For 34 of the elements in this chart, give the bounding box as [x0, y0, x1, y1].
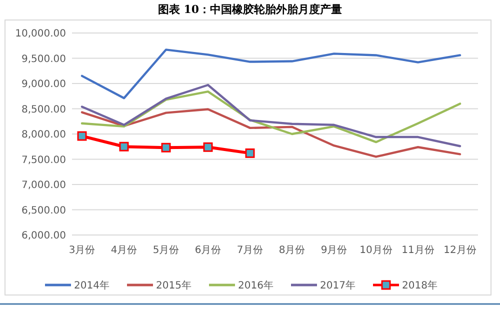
x-tick-label: 7月份	[236, 245, 264, 256]
y-tick-label: 8,000.00	[21, 130, 66, 140]
x-tick-label: 4月份	[110, 245, 138, 256]
x-tick-label: 8月份	[278, 245, 306, 256]
chart-title: 图表 10：中国橡胶轮胎外胎月度产量	[158, 3, 342, 16]
line-series	[80, 90, 462, 144]
point	[119, 142, 129, 152]
x-tick-label: 9月份	[320, 245, 348, 256]
point	[203, 142, 213, 152]
y-tick-label: 7,000.00	[21, 180, 66, 191]
y-tick-label: 6,500.00	[21, 205, 66, 216]
x-tick-label: 12月份	[444, 245, 476, 256]
y-tick-label: 6,000.00	[21, 230, 66, 242]
point	[161, 142, 171, 152]
x-tick-label: 10月份	[360, 245, 392, 256]
line-series	[80, 48, 462, 100]
legend-label: 2016年	[238, 280, 274, 292]
x-tick-label: 6月份	[194, 245, 222, 256]
x-tick-label: 11月份	[402, 245, 434, 256]
legend-label: 2015年	[156, 280, 192, 292]
legend-label: 2018年	[402, 280, 438, 292]
point	[245, 148, 255, 158]
x-tick-label: 5月份	[152, 245, 180, 256]
y-tick-label: 9,000.00	[21, 79, 66, 90]
y-tick-label: 10,000.00	[15, 28, 66, 40]
point	[77, 131, 87, 141]
line-series	[80, 84, 462, 148]
y-tick-label: 9,500.00	[21, 54, 66, 65]
y-tick-label: 7,500.00	[21, 154, 66, 166]
line-series	[80, 108, 462, 158]
legend-label: 2017年	[320, 280, 356, 292]
y-tick-label: 8,500.00	[21, 104, 66, 116]
x-tick-label: 3月份	[68, 245, 96, 256]
legend-label: 2014年	[74, 280, 110, 292]
